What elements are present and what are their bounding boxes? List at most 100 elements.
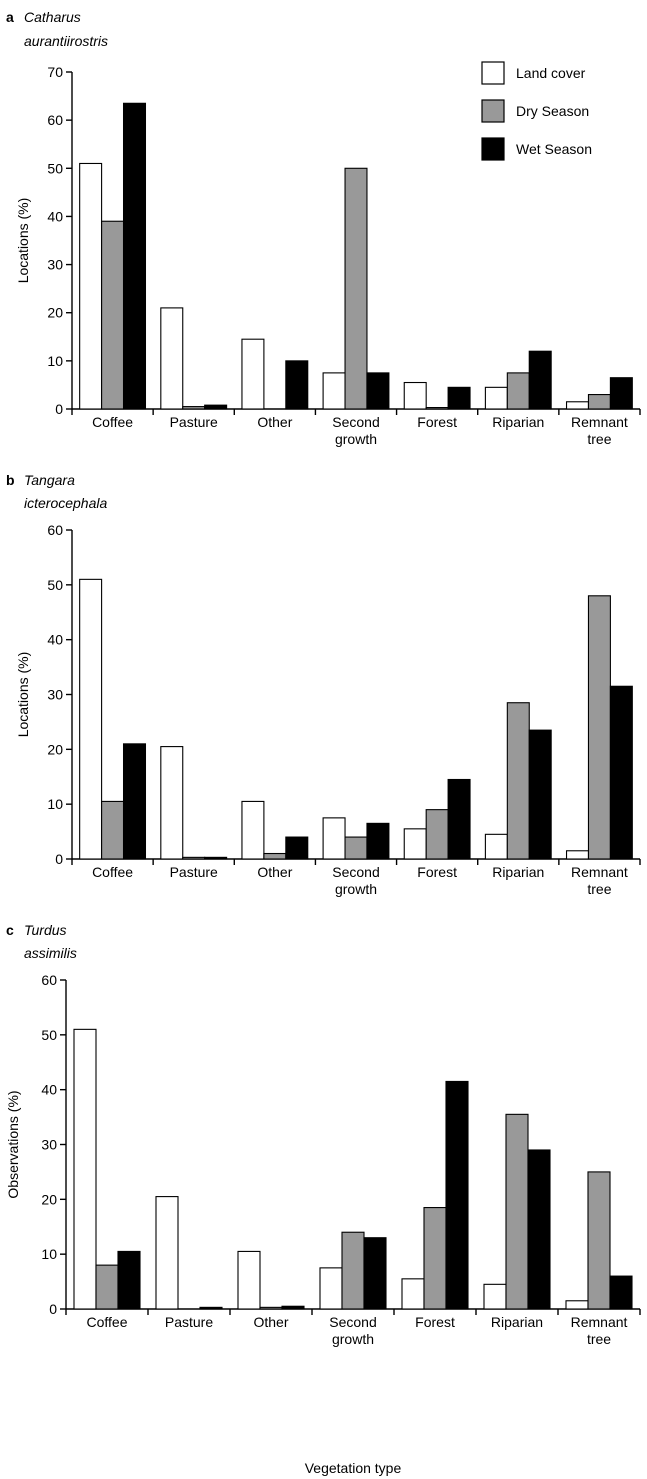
x-tick-label: Second growth — [332, 864, 379, 897]
y-tick-label: 50 — [47, 160, 63, 176]
y-tick-label: 40 — [41, 1082, 57, 1098]
x-tick-label: Remnant tree — [571, 1314, 628, 1347]
panel-c: c Turdus assimilis 0 10 20 30 40 50 60 Observation… — [5, 922, 641, 1476]
bar-wet-season — [366, 372, 390, 410]
y-tick-label: 10 — [47, 796, 63, 812]
bar-wet-season — [609, 377, 633, 410]
bar-wet-season — [447, 386, 471, 410]
bar-dry-season — [101, 800, 125, 860]
bar-wet-season — [528, 350, 552, 410]
panel-title-line: Turdus — [24, 922, 67, 938]
bar-land-cover — [322, 372, 346, 410]
x-tick-label: Coffee — [92, 864, 133, 880]
bar-land-cover — [322, 817, 346, 860]
y-axis-label: Locations (%) — [15, 198, 31, 284]
bar-dry-season — [425, 809, 449, 860]
x-tick-label: Riparian — [492, 864, 544, 880]
y-axis-label: Locations (%) — [15, 652, 31, 738]
bar-wet-season — [445, 1080, 469, 1310]
bar-land-cover — [403, 828, 427, 860]
y-tick-label: 60 — [41, 972, 57, 988]
bar-dry-season — [505, 1113, 529, 1310]
bar-wet-season — [363, 1237, 387, 1310]
x-tick-label: Pasture — [165, 1314, 213, 1330]
bar-wet-season — [609, 685, 633, 860]
bar-land-cover — [160, 746, 184, 860]
bar-dry-season — [263, 852, 287, 860]
panel-a: a Catharus aurantiirostris 0 10 20 30 40 50 60 70 L… — [6, 9, 641, 447]
legend: Land cover Dry Season Wet Season — [481, 61, 592, 161]
legend-swatch — [481, 137, 505, 161]
y-tick-label: 40 — [47, 632, 63, 648]
bar-land-cover — [484, 386, 508, 410]
bar-land-cover — [79, 162, 103, 410]
x-tick-label: Riparian — [491, 1314, 543, 1330]
y-tick-label: 50 — [41, 1027, 57, 1043]
y-tick-label: 0 — [55, 401, 63, 417]
bar-wet-season — [281, 1305, 305, 1310]
bar-land-cover — [565, 850, 590, 860]
y-tick-label: 60 — [47, 112, 63, 128]
x-tick-label: Forest — [417, 414, 457, 430]
bar-land-cover — [155, 1196, 179, 1310]
x-axis-label: Vegetation type — [305, 1460, 402, 1476]
bar-dry-season — [95, 1264, 119, 1310]
bar-wet-season — [447, 778, 471, 860]
bar-dry-season — [182, 406, 206, 410]
bar-dry-season — [344, 167, 368, 410]
bar-land-cover — [565, 1300, 589, 1310]
y-tick-label: 60 — [47, 522, 63, 538]
x-tick-label: Pasture — [170, 864, 218, 880]
legend-label: Dry Season — [516, 103, 589, 119]
panel-b: b Tangara icterocephala 0 10 20 30 40 50 60 Locati… — [6, 472, 641, 897]
bar-dry-season — [587, 595, 611, 860]
y-axis-label: Observations (%) — [5, 1090, 21, 1198]
x-tick-label: Other — [257, 864, 292, 880]
panel-letter: c — [6, 922, 14, 938]
bar-dry-season — [506, 372, 530, 410]
bar-land-cover — [565, 401, 590, 410]
x-tick-label: Forest — [415, 1314, 455, 1330]
y-tick-label: 20 — [47, 741, 63, 757]
bar-wet-season — [204, 856, 228, 860]
bar-dry-season — [101, 220, 125, 410]
panel-letter: b — [6, 472, 15, 488]
bar-land-cover — [73, 1028, 97, 1310]
x-tick-label: Remnant tree — [571, 864, 628, 897]
bar-dry-season — [423, 1207, 447, 1310]
x-tick-label: Other — [257, 414, 292, 430]
bar-land-cover — [401, 1278, 425, 1310]
bar-wet-season — [528, 729, 552, 860]
bar-wet-season — [285, 360, 309, 410]
bar-dry-season — [587, 394, 611, 410]
bar-wet-season — [285, 836, 309, 860]
y-tick-label: 10 — [41, 1246, 57, 1262]
y-tick-label: 30 — [47, 687, 63, 703]
bar-land-cover — [241, 800, 265, 860]
legend-label: Wet Season — [516, 141, 592, 157]
y-tick-label: 30 — [47, 257, 63, 273]
bar-land-cover — [483, 1283, 507, 1310]
x-tick-label: Second growth — [332, 414, 379, 447]
y-tick-label: 40 — [47, 208, 63, 224]
y-tick-label: 0 — [55, 851, 63, 867]
x-tick-label: Forest — [417, 864, 457, 880]
bar-wet-season — [122, 743, 147, 860]
panel-title-line: Tangara — [24, 472, 75, 488]
bar-dry-season — [344, 836, 368, 860]
x-tick-label: Second growth — [329, 1314, 376, 1347]
bar-wet-season — [122, 102, 147, 410]
bar-dry-season — [341, 1231, 365, 1310]
panel-letter: a — [6, 9, 14, 25]
panel-title-line: assimilis — [24, 945, 77, 961]
x-tick-label: Coffee — [87, 1314, 128, 1330]
bar-dry-season — [182, 856, 206, 860]
bar-wet-season — [117, 1250, 141, 1310]
y-tick-label: 20 — [47, 305, 63, 321]
x-tick-label: Other — [253, 1314, 288, 1330]
panel-title-line: aurantiirostris — [24, 33, 108, 49]
bar-land-cover — [319, 1267, 343, 1310]
x-tick-label: Riparian — [492, 414, 544, 430]
y-tick-label: 20 — [41, 1191, 57, 1207]
